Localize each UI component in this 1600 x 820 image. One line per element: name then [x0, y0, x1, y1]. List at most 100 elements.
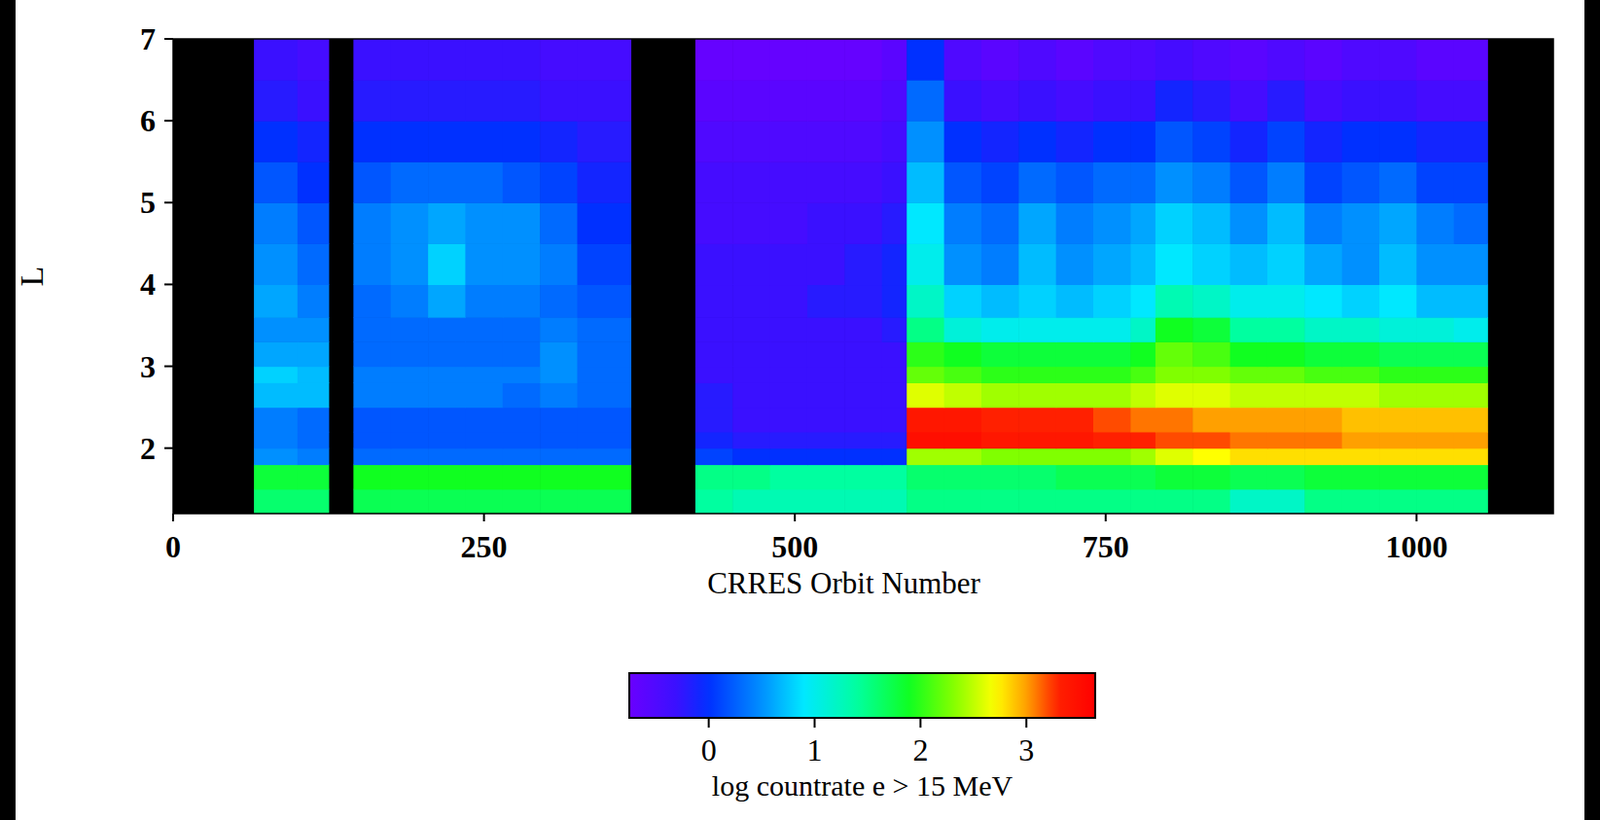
- cell: [353, 317, 392, 343]
- cell: [353, 243, 392, 285]
- cell: [297, 489, 330, 514]
- cell: [1155, 317, 1194, 343]
- cell: [502, 284, 541, 318]
- cell: [297, 202, 330, 245]
- colorbar: [629, 673, 1096, 718]
- cell: [1192, 317, 1231, 343]
- y-tick: [164, 283, 174, 285]
- cell: [807, 284, 846, 318]
- cell: [427, 284, 466, 318]
- cell: [1018, 489, 1057, 514]
- colorbar-tick-label: 2: [912, 732, 928, 768]
- cell: [1130, 202, 1156, 245]
- cell: [695, 120, 734, 163]
- cell: [695, 431, 734, 449]
- cell: [732, 120, 771, 163]
- cell: [353, 202, 392, 245]
- cell: [906, 284, 945, 318]
- cell: [539, 489, 578, 514]
- cell: [1093, 79, 1132, 122]
- cell: [1416, 243, 1455, 285]
- cell: [391, 464, 429, 491]
- cell: [807, 202, 846, 245]
- cell: [1304, 284, 1343, 318]
- cell: [981, 464, 1020, 491]
- cell: [1267, 161, 1306, 204]
- cell: [1379, 161, 1418, 204]
- cell: [253, 243, 298, 285]
- cell: [353, 366, 392, 384]
- cell: [464, 431, 503, 449]
- cell: [464, 243, 503, 285]
- cell: [944, 448, 983, 465]
- cell: [1130, 431, 1156, 449]
- cell: [1416, 120, 1455, 163]
- colorbar-tick: [708, 717, 711, 728]
- cell: [1130, 243, 1156, 285]
- cell: [882, 38, 908, 81]
- cell: [1192, 38, 1231, 81]
- cell: [576, 79, 632, 122]
- cell: [576, 448, 632, 465]
- cell: [427, 366, 466, 384]
- cell: [1304, 79, 1343, 122]
- cell: [906, 317, 945, 343]
- cell: [502, 38, 541, 81]
- cell: [1304, 431, 1343, 449]
- cell: [807, 448, 846, 465]
- cell: [906, 448, 945, 465]
- cell: [427, 464, 466, 491]
- cell: [1454, 79, 1489, 122]
- cell: [1416, 38, 1455, 81]
- cell: [981, 341, 1020, 367]
- cell: [695, 407, 734, 433]
- cell: [539, 284, 578, 318]
- cell: [807, 243, 846, 285]
- cell: [253, 464, 298, 491]
- cell: [1342, 464, 1381, 491]
- cell: [1379, 38, 1418, 81]
- cell: [1093, 464, 1132, 491]
- cell: [539, 341, 578, 367]
- cell: [882, 341, 908, 367]
- cell: [1379, 431, 1418, 449]
- cell: [807, 161, 846, 204]
- cell: [1130, 407, 1156, 433]
- cell: [1056, 407, 1095, 433]
- cell: [944, 431, 983, 449]
- cell: [1267, 448, 1306, 465]
- cell: [844, 284, 883, 318]
- cell: [981, 120, 1020, 163]
- cell: [1342, 202, 1381, 245]
- x-tick: [793, 513, 796, 522]
- cell: [1342, 120, 1381, 163]
- cell: [844, 448, 883, 465]
- cell: [807, 431, 846, 449]
- cell: [1342, 317, 1381, 343]
- cell: [732, 202, 771, 245]
- cell: [539, 464, 578, 491]
- cell: [1093, 284, 1132, 318]
- cell: [427, 202, 466, 245]
- cell: [981, 38, 1020, 81]
- cell: [695, 382, 734, 408]
- cell: [1416, 284, 1455, 318]
- cell: [981, 284, 1020, 318]
- y-tick-label: 3: [140, 349, 156, 385]
- cell: [1230, 161, 1269, 204]
- cell: [353, 341, 392, 367]
- cell: [353, 407, 392, 433]
- cell: [770, 341, 809, 367]
- cell: [1304, 464, 1343, 491]
- cell: [464, 382, 503, 408]
- cell: [844, 464, 883, 491]
- cell: [1342, 366, 1381, 384]
- chart: 23456702505007501000CRRES Orbit NumberL0…: [0, 0, 1600, 820]
- cell: [906, 382, 945, 408]
- cell: [844, 382, 883, 408]
- cell: [502, 341, 541, 367]
- y-tick-label: 4: [140, 266, 156, 302]
- cell: [502, 382, 541, 408]
- cell: [297, 38, 330, 81]
- cell: [464, 317, 503, 343]
